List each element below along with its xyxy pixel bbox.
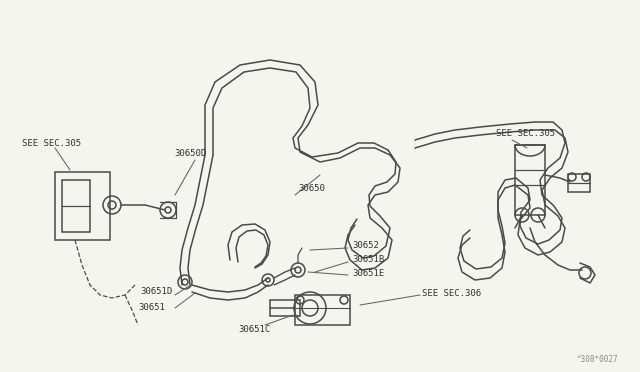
Text: 30650: 30650: [298, 183, 325, 192]
Bar: [515, 145, 545, 215]
Text: 30651E: 30651E: [352, 269, 384, 278]
Bar: [55, 172, 110, 240]
Bar: [568, 174, 590, 192]
Text: SEE SEC.305: SEE SEC.305: [496, 128, 555, 138]
Text: SEE SEC.305: SEE SEC.305: [22, 138, 81, 148]
Text: 30651C: 30651C: [238, 326, 270, 334]
Text: 30650D: 30650D: [174, 148, 206, 157]
Text: 30651D: 30651D: [140, 288, 172, 296]
Text: SEE SEC.306: SEE SEC.306: [422, 289, 481, 298]
Bar: [62, 180, 90, 232]
Bar: [295, 295, 350, 325]
Text: ^308*0027: ^308*0027: [577, 356, 618, 365]
Bar: [270, 300, 300, 316]
Text: 30651: 30651: [138, 302, 165, 311]
Text: 30652: 30652: [352, 241, 379, 250]
Text: 30651B: 30651B: [352, 256, 384, 264]
